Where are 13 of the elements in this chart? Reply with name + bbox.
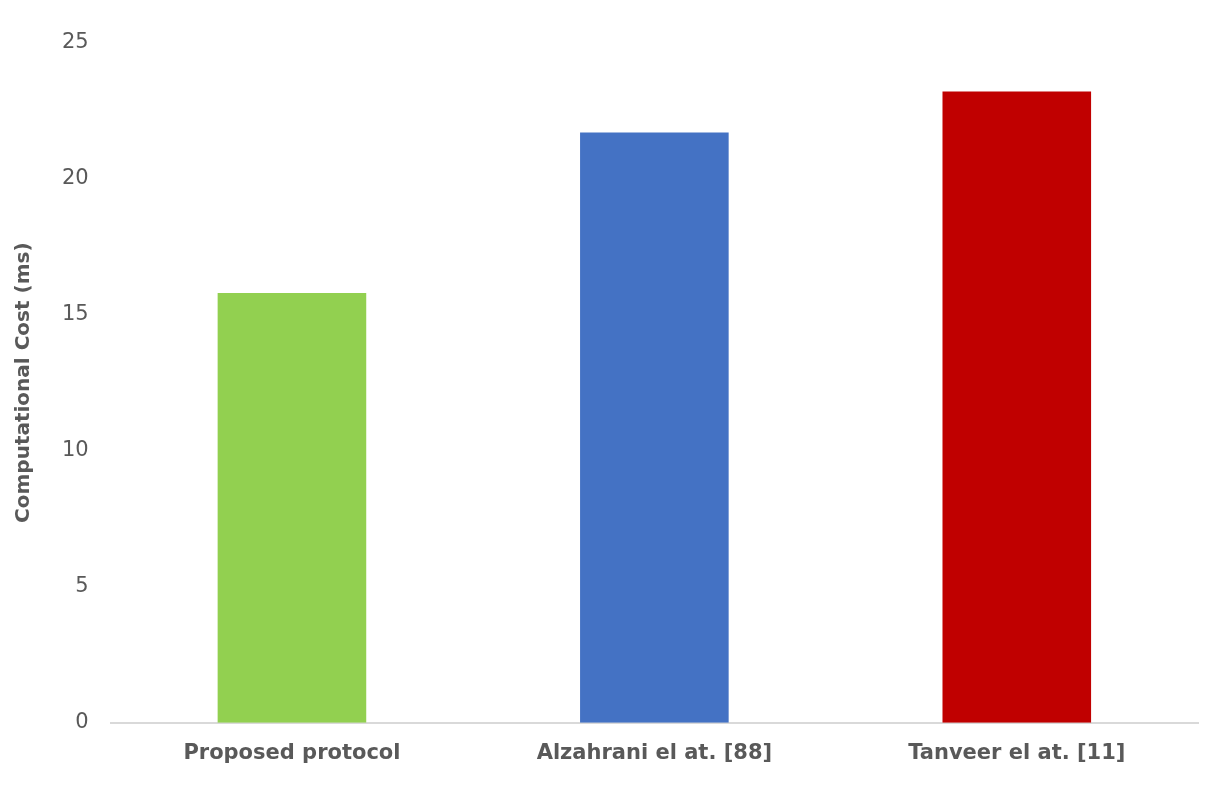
y-tick-label: 0 — [75, 709, 89, 734]
y-axis-title: Computational Cost (ms) — [10, 242, 35, 523]
bar — [580, 132, 729, 723]
y-tick-label: 15 — [61, 301, 89, 326]
bar — [217, 292, 367, 723]
y-tick-label: 5 — [75, 573, 89, 598]
x-tick-label: Alzahrani el at. [88] — [536, 739, 773, 764]
y-tick-label: 25 — [61, 29, 89, 54]
bar — [942, 91, 1092, 723]
x-tick-label: Tanveer el at. [11] — [908, 739, 1126, 764]
y-tick-label: 10 — [61, 437, 89, 462]
y-tick-label: 20 — [61, 165, 89, 190]
x-tick-label: Proposed protocol — [183, 739, 401, 764]
